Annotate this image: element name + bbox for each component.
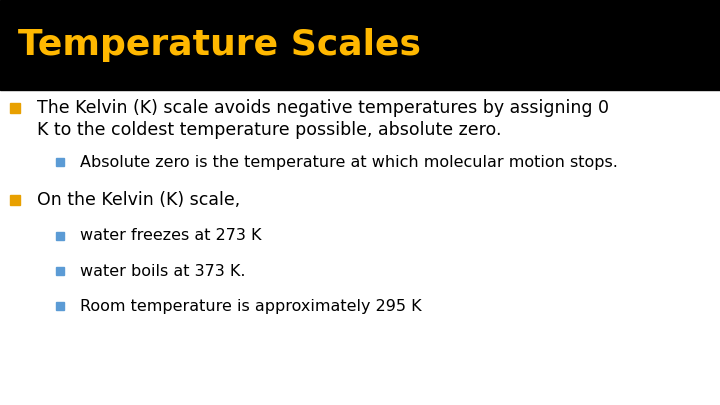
Bar xyxy=(0,0,720,90)
Text: K to the coldest temperature possible, absolute zero.: K to the coldest temperature possible, a… xyxy=(37,121,502,139)
Bar xyxy=(56,158,63,166)
Text: Absolute zero is the temperature at which molecular motion stops.: Absolute zero is the temperature at whic… xyxy=(80,154,618,170)
Text: Temperature Scales: Temperature Scales xyxy=(18,28,421,62)
Bar xyxy=(56,232,63,240)
Text: On the Kelvin (K) scale,: On the Kelvin (K) scale, xyxy=(37,191,240,209)
Bar xyxy=(10,195,20,205)
Text: Room temperature is approximately 295 K: Room temperature is approximately 295 K xyxy=(80,298,422,313)
Text: The Kelvin (K) scale avoids negative temperatures by assigning 0: The Kelvin (K) scale avoids negative tem… xyxy=(37,99,609,117)
Text: water freezes at 273 K: water freezes at 273 K xyxy=(80,228,261,243)
Bar xyxy=(10,103,20,113)
Bar xyxy=(56,303,63,310)
Bar xyxy=(56,267,63,275)
Text: water boils at 373 K.: water boils at 373 K. xyxy=(80,264,246,279)
